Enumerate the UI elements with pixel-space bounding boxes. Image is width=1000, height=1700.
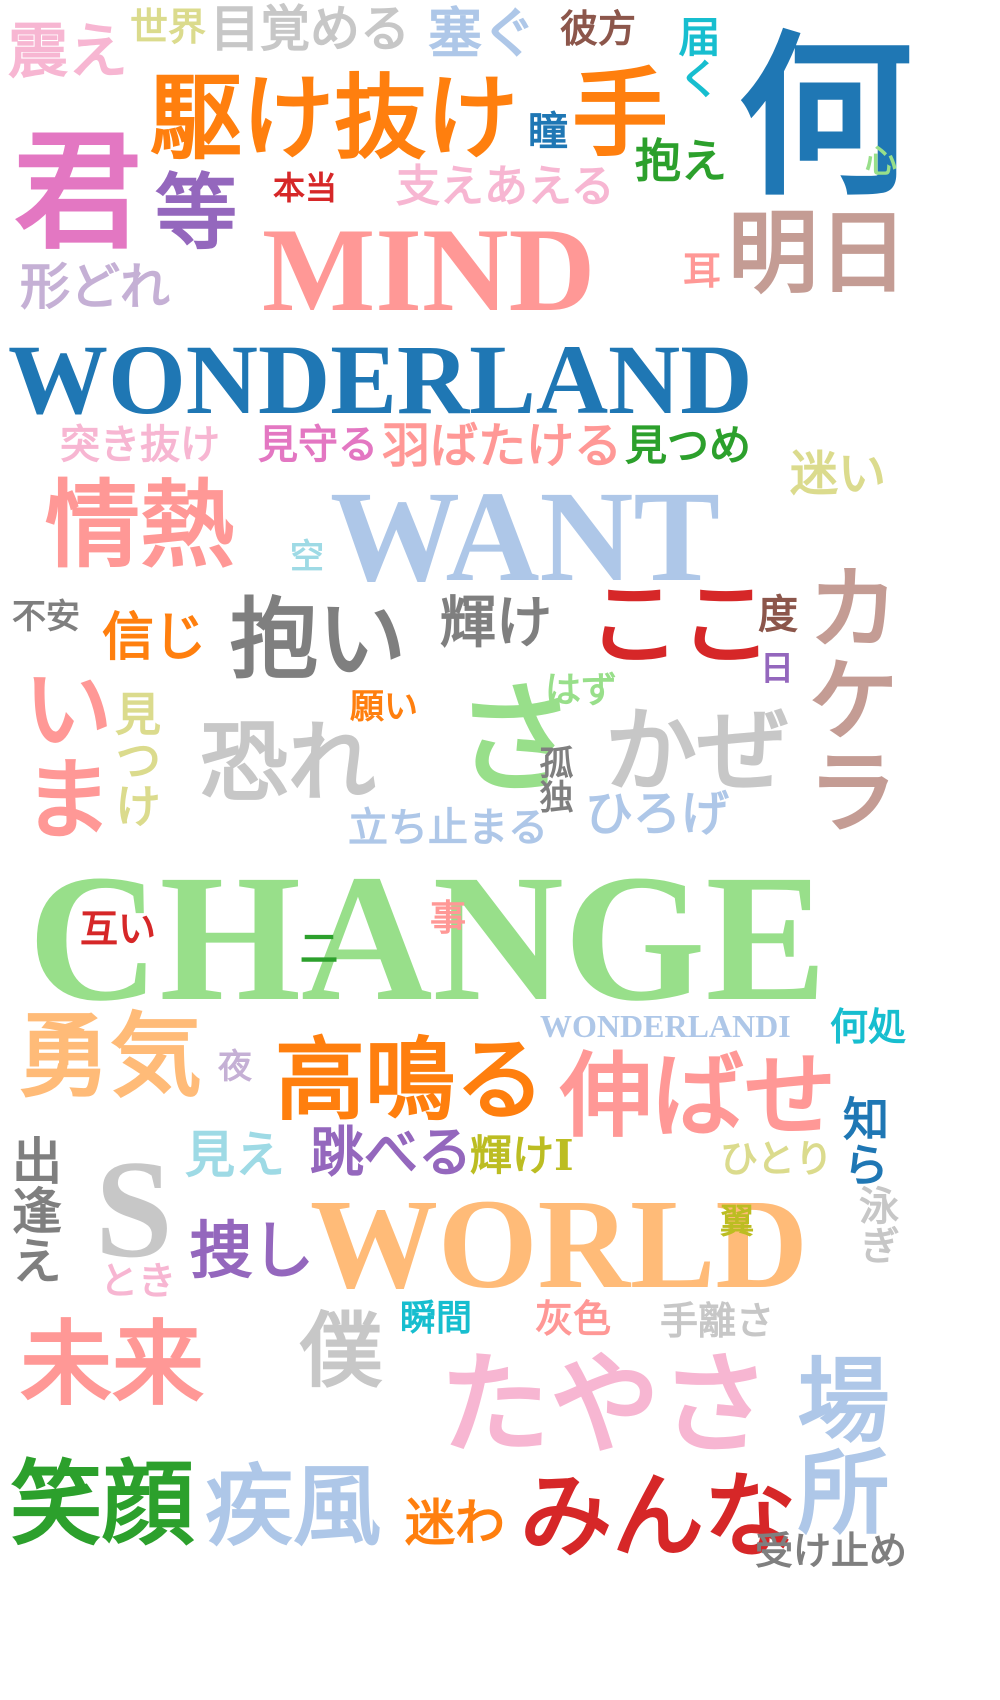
- word-anxiety: 不安: [12, 597, 80, 637]
- word-moment: 瞬間: [400, 1297, 473, 1339]
- word-future: 未来: [20, 1310, 205, 1418]
- word-now: いま: [7, 662, 113, 842]
- word-held: 抱い: [230, 587, 407, 691]
- word-i: 僕: [300, 1303, 383, 1399]
- word-search: 捜し: [190, 1214, 315, 1287]
- word-here: ここ: [588, 570, 773, 678]
- word-stretch: 伸ばせ: [560, 1042, 837, 1150]
- word-believe: 信じ: [102, 607, 207, 668]
- word-not-hesitate: 迷わ: [405, 1493, 505, 1552]
- word-wonderland: WONDERLAND: [8, 324, 753, 435]
- word-place: 場所: [782, 1352, 890, 1536]
- word-ear: 耳: [683, 248, 722, 293]
- word-two: 二: [300, 926, 339, 971]
- word-reach: 届く: [672, 15, 721, 99]
- word-beyond: 彼方: [560, 6, 637, 51]
- word-you: 君: [14, 117, 143, 267]
- word-change: CHANGE: [28, 838, 827, 1039]
- word-let-go: 手離さ: [660, 1298, 775, 1343]
- word-break-through: 突き抜け: [60, 421, 220, 468]
- word-watch-over: 見守る: [258, 421, 378, 468]
- word-world: WORLD: [310, 1173, 808, 1315]
- word-sa: さ: [455, 669, 575, 810]
- word-should: はず: [545, 669, 618, 711]
- word-throb: 高鳴る: [275, 1027, 545, 1133]
- word-passion: 情熱: [45, 470, 236, 581]
- word-mind: MIND: [262, 203, 596, 336]
- word-wonderland-i: WONDERLANDI: [540, 1008, 791, 1044]
- word-hesitation: 迷い: [790, 446, 887, 502]
- word-smile: 笑顔: [10, 1450, 195, 1558]
- word-thing: 事: [430, 897, 467, 939]
- word-gale: 疾風: [205, 1454, 382, 1558]
- word-run-through: 駆け抜け: [150, 64, 519, 172]
- word-heart: 心: [865, 142, 898, 180]
- word-stand-still: 立ち止まる: [348, 804, 548, 851]
- word-receive: 受け止め: [755, 1528, 908, 1573]
- word-wing: 翼: [720, 1202, 754, 1242]
- word-want: WANT: [330, 465, 721, 609]
- word-shine-i: 輝けI: [470, 1131, 574, 1180]
- word-find: 見つけ: [108, 690, 162, 828]
- word-wind: かぜ: [605, 697, 790, 805]
- word-keep: たやさ: [440, 1340, 770, 1469]
- word-hand: 手: [572, 57, 668, 170]
- word-shivering: 震え: [8, 17, 128, 87]
- word-alone: ひとり: [720, 1136, 833, 1181]
- word-fragment: カケラ: [792, 560, 900, 836]
- word-where: 何処: [830, 1004, 907, 1049]
- word-visible: 見え: [185, 1125, 285, 1184]
- word-degree: 度: [758, 591, 798, 638]
- word-gaze: 見つめ: [625, 421, 752, 470]
- word-support: 支えあえる: [396, 161, 615, 212]
- word-embrace: 抱え: [635, 134, 727, 188]
- word-gray-color: 灰色: [535, 1296, 612, 1341]
- word-sky: 空: [290, 537, 324, 577]
- word-courage: 勇気: [18, 1002, 203, 1110]
- word-block: 塞ぐ: [428, 1, 536, 65]
- word-swim: 泳ぎ: [852, 1185, 899, 1265]
- word-what: 何: [738, 15, 913, 220]
- word-shape: 形どれ: [20, 257, 170, 316]
- word-shine: 輝け: [440, 590, 552, 656]
- word-s: S: [95, 1132, 173, 1287]
- word-tomorrow: 明日: [728, 200, 908, 306]
- word-time: とき: [100, 1258, 177, 1303]
- word-can-jump: 跳べる: [310, 1120, 472, 1184]
- word-everyone: みんな: [520, 1462, 797, 1570]
- word-eye: 瞳: [528, 108, 568, 155]
- word-truth: 本当: [273, 169, 338, 207]
- word-loneliness: 孤独: [533, 745, 573, 813]
- word-wish: 願い: [350, 687, 418, 727]
- word-world-jp: 世界: [130, 4, 207, 49]
- word-fear: 恐れ: [200, 710, 377, 814]
- word-can-fly: 羽ばたける: [382, 418, 623, 474]
- word-day: 日: [760, 649, 794, 689]
- word-awaken: 目覚める: [210, 0, 410, 58]
- word-night: 夜: [218, 1047, 252, 1087]
- word-meet: 出逢え: [4, 1135, 63, 1285]
- word-spread: ひろげ: [585, 786, 730, 842]
- word-etc: 等: [155, 165, 238, 261]
- word-each-other: 互い: [80, 906, 157, 951]
- word-know: 知ら: [836, 1095, 890, 1187]
